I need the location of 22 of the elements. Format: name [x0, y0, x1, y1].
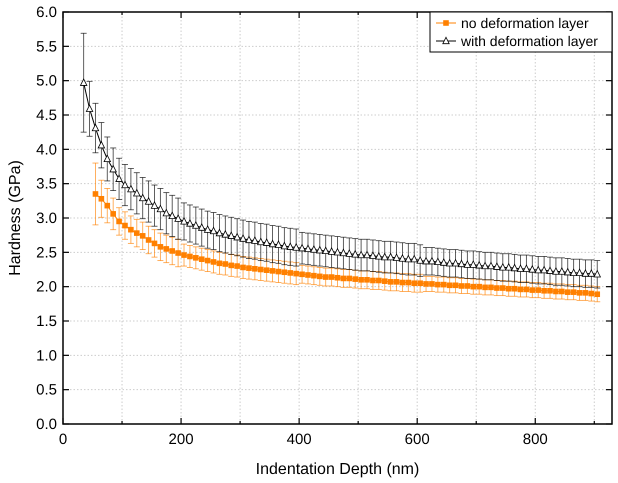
x-tick-label: 600 — [404, 431, 430, 448]
y-tick-label: 1.0 — [36, 347, 57, 364]
y-tick-label: 2.5 — [36, 244, 57, 262]
x-tick-label: 0 — [58, 431, 68, 448]
y-tick-label: 3.0 — [36, 210, 57, 227]
x-tick-label: 400 — [286, 431, 312, 448]
legend-label: no deformation layer — [461, 15, 589, 31]
y-tick-label: 6.0 — [36, 4, 57, 21]
y-tick-label: 4.0 — [36, 141, 57, 158]
y-tick-label: 2.0 — [36, 278, 57, 296]
x-axis-title: Indentation Depth (nm) — [256, 461, 420, 478]
y-tick-label: 4.5 — [36, 107, 57, 124]
legend-label: with deformation layer — [460, 33, 598, 49]
y-tick-label: 5.5 — [36, 38, 57, 56]
y-tick-label: 5.0 — [36, 72, 57, 90]
y-axis-title: Hardness (GPa) — [7, 160, 24, 276]
y-tick-label: 3.5 — [36, 176, 57, 193]
x-tick-label: 800 — [522, 431, 548, 448]
y-tick-label: 0.5 — [36, 382, 57, 399]
y-tick-label: 1.5 — [36, 313, 57, 330]
y-tick-label: 0.0 — [36, 416, 57, 433]
x-tick-label: 200 — [168, 431, 194, 448]
